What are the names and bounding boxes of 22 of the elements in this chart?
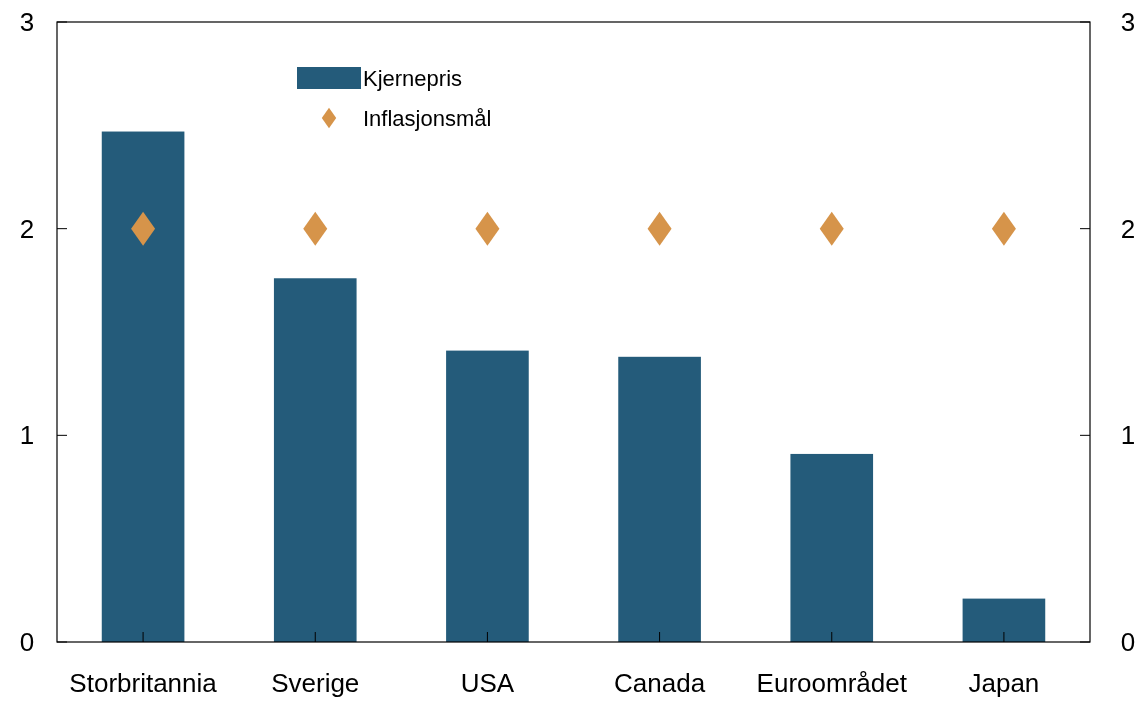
y-tick-label: 3 <box>19 7 35 38</box>
bar <box>962 598 1046 642</box>
bar <box>101 131 185 642</box>
y-tick-label: 0 <box>19 627 35 658</box>
x-tick-label: Euroområdet <box>756 668 908 698</box>
x-tick-label: USA <box>460 668 515 698</box>
legend-label: Inflasjonsmål <box>363 105 492 131</box>
y2-tick-label: 0 <box>1120 627 1136 658</box>
bar <box>790 453 874 642</box>
x-tick-label: Japan <box>968 668 1040 698</box>
y2-tick-label: 3 <box>1120 7 1136 38</box>
y-tick-label: 2 <box>19 213 35 244</box>
legend-label: Kjernepris <box>363 65 463 91</box>
y-tick-label: 1 <box>19 420 35 451</box>
bar <box>273 278 357 642</box>
x-tick-label: Canada <box>614 668 706 698</box>
y2-tick-label: 2 <box>1120 213 1136 244</box>
bar <box>446 350 529 642</box>
x-tick-label: Sverige <box>271 668 360 698</box>
x-tick-label: Storbritannia <box>69 668 218 698</box>
bar <box>618 356 701 642</box>
y2-tick-label: 1 <box>1120 420 1136 451</box>
